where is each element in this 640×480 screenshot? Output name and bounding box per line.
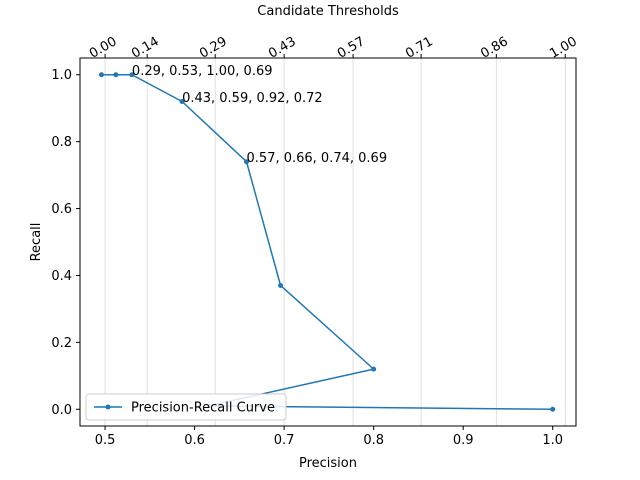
- legend: Precision-Recall Curve: [85, 393, 287, 421]
- data-point: [113, 72, 119, 78]
- y-tick-label: 0.4: [51, 269, 72, 284]
- plot-frame: [79, 57, 577, 427]
- x-tick-label: 0.8: [363, 433, 384, 448]
- annotations: 0.29, 0.53, 1.00, 0.69 0.43, 0.59, 0.92, …: [132, 64, 387, 166]
- legend-label: Precision-Recall Curve: [131, 401, 275, 416]
- data-point: [550, 406, 556, 412]
- y-axis: 0.0 0.2 0.4 0.6 0.8 1.0: [51, 68, 80, 418]
- x-axis: 0.5 0.6 0.7 0.8 0.9 1.0: [95, 426, 563, 448]
- data-point: [179, 98, 185, 104]
- y-axis-label: Recall: [29, 223, 44, 262]
- x-tick-label: 1.0: [542, 433, 563, 448]
- data-point: [278, 282, 284, 288]
- y-tick-label: 1.0: [51, 68, 72, 83]
- point-annotation: 0.29, 0.53, 1.00, 0.69: [132, 64, 273, 79]
- top-axis-label: Candidate Thresholds: [257, 4, 399, 19]
- x-tick-label: 0.5: [95, 433, 116, 448]
- x-tick-label: 0.7: [274, 433, 295, 448]
- x-axis-label: Precision: [299, 456, 357, 471]
- legend-swatch-marker: [105, 404, 111, 410]
- point-annotation: 0.43, 0.59, 0.92, 0.72: [182, 91, 323, 106]
- point-annotation: 0.57, 0.66, 0.74, 0.69: [247, 151, 388, 166]
- data-point: [244, 159, 250, 165]
- y-tick-label: 0.0: [51, 403, 72, 418]
- data-point: [129, 72, 135, 78]
- data-point: [371, 366, 377, 372]
- y-tick-label: 0.2: [51, 336, 72, 351]
- y-tick-label: 0.8: [51, 135, 72, 150]
- x-tick-label: 0.9: [453, 433, 474, 448]
- grid: [104, 58, 566, 426]
- legend-box: [85, 393, 287, 421]
- series-layer: [98, 72, 556, 412]
- x-tick-label: 0.6: [184, 433, 205, 448]
- series-line: [101, 73, 553, 411]
- y-tick-label: 0.6: [51, 202, 72, 217]
- data-point: [98, 72, 104, 78]
